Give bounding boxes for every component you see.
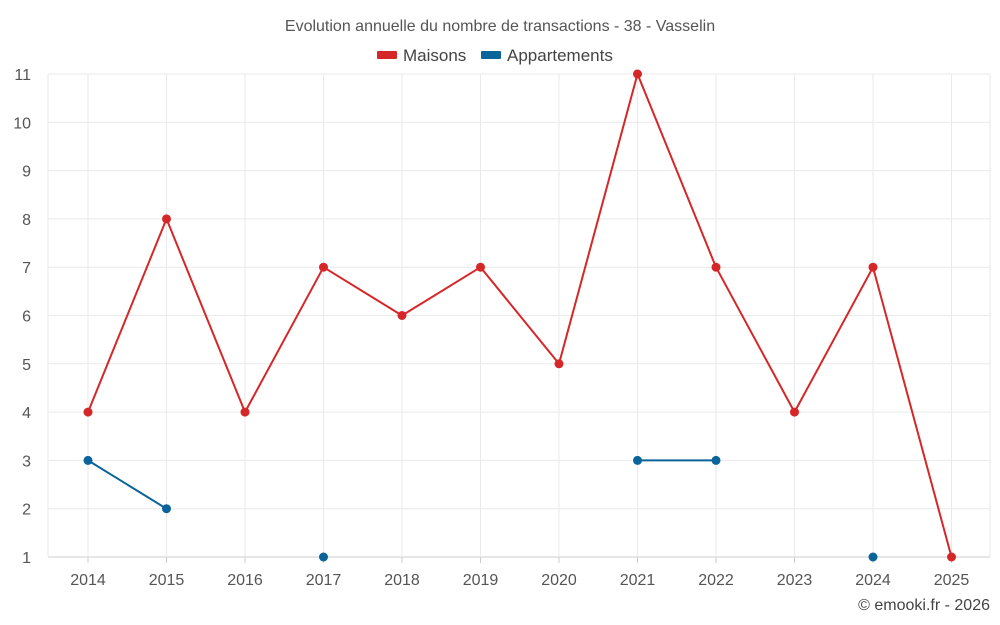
credit: © emooki.fr - 2026 (858, 597, 990, 614)
data-point-maisons[interactable] (319, 262, 328, 272)
data-point-maisons[interactable] (83, 407, 93, 417)
y-axis: 1 2 3 4 5 6 7 8 9 10 11 (13, 67, 31, 567)
series-line-maisons (479, 266, 560, 365)
x-tick-label: 2020 (541, 572, 577, 589)
series-line-maisons (793, 266, 874, 414)
x-tick-label: 2016 (227, 572, 263, 589)
data-point-maisons[interactable] (240, 407, 250, 417)
series-line-maisons (322, 266, 403, 317)
series-line-maisons (87, 217, 168, 414)
series-line-maisons (244, 266, 325, 414)
data-point-appartements[interactable] (868, 552, 878, 562)
y-tick-label: 7 (22, 260, 31, 277)
x-tick-label: 2022 (698, 572, 734, 589)
data-point-maisons[interactable] (162, 214, 171, 224)
data-point-maisons[interactable] (554, 359, 564, 369)
y-tick-label: 11 (14, 67, 31, 84)
x-tick-label: 2019 (463, 572, 499, 589)
data-point-maisons[interactable] (790, 407, 799, 417)
data-point-maisons[interactable] (633, 69, 642, 79)
y-tick-label: 5 (22, 357, 31, 374)
series-line-maisons (401, 266, 482, 317)
y-tick-label: 6 (22, 309, 31, 326)
series-line-maisons (872, 266, 953, 558)
y-tick-label: 10 (13, 115, 31, 132)
series-line-appartements (87, 459, 168, 510)
y-tick-label: 4 (22, 405, 31, 422)
series-maisons (83, 69, 956, 562)
y-tick-label: 9 (22, 164, 31, 181)
series-appartements (83, 455, 878, 562)
data-point-appartements[interactable] (83, 455, 93, 465)
data-point-maisons[interactable] (868, 262, 878, 272)
x-tick-label: 2024 (855, 572, 891, 589)
data-point-appartements[interactable] (319, 552, 328, 562)
x-tick-label: 2021 (620, 572, 656, 589)
x-tick-label: 2015 (149, 572, 185, 589)
y-tick-label: 1 (22, 550, 31, 567)
y-tick-label: 8 (22, 212, 31, 229)
plot-area (83, 69, 956, 562)
legend: Maisons Appartements (377, 46, 613, 65)
y-tick-label: 2 (22, 502, 31, 519)
legend-item-appartements[interactable]: Appartements (481, 46, 613, 65)
legend-item-maisons[interactable]: Maisons (377, 46, 466, 65)
data-point-appartements[interactable] (633, 455, 642, 465)
data-point-appartements[interactable] (162, 504, 171, 514)
legend-label-maisons: Maisons (403, 46, 466, 65)
legend-label-appartements: Appartements (507, 46, 613, 65)
x-tick-label: 2025 (934, 572, 970, 589)
x-tick-label: 2017 (306, 572, 342, 589)
x-tick-label: 2014 (70, 572, 106, 589)
series-line-maisons (636, 73, 717, 269)
data-point-maisons[interactable] (711, 262, 721, 272)
data-point-maisons[interactable] (397, 311, 407, 320)
x-tick-label: 2018 (384, 572, 420, 589)
data-point-maisons[interactable] (947, 552, 956, 562)
x-axis: 2014 2015 2016 2017 2018 2019 2020 2021 2022 2023… (70, 557, 969, 589)
y-tick-label: 3 (22, 453, 31, 470)
series-line-maisons (715, 266, 796, 414)
data-point-appartements[interactable] (711, 455, 721, 465)
legend-swatch-appartements (481, 51, 501, 59)
data-point-maisons[interactable] (476, 262, 485, 272)
series-line-maisons (165, 217, 246, 414)
series-line-maisons (558, 73, 639, 365)
legend-swatch-maisons (377, 51, 397, 59)
x-tick-label: 2023 (777, 572, 813, 589)
chart-title: Evolution annuelle du nombre de transact… (285, 18, 715, 35)
